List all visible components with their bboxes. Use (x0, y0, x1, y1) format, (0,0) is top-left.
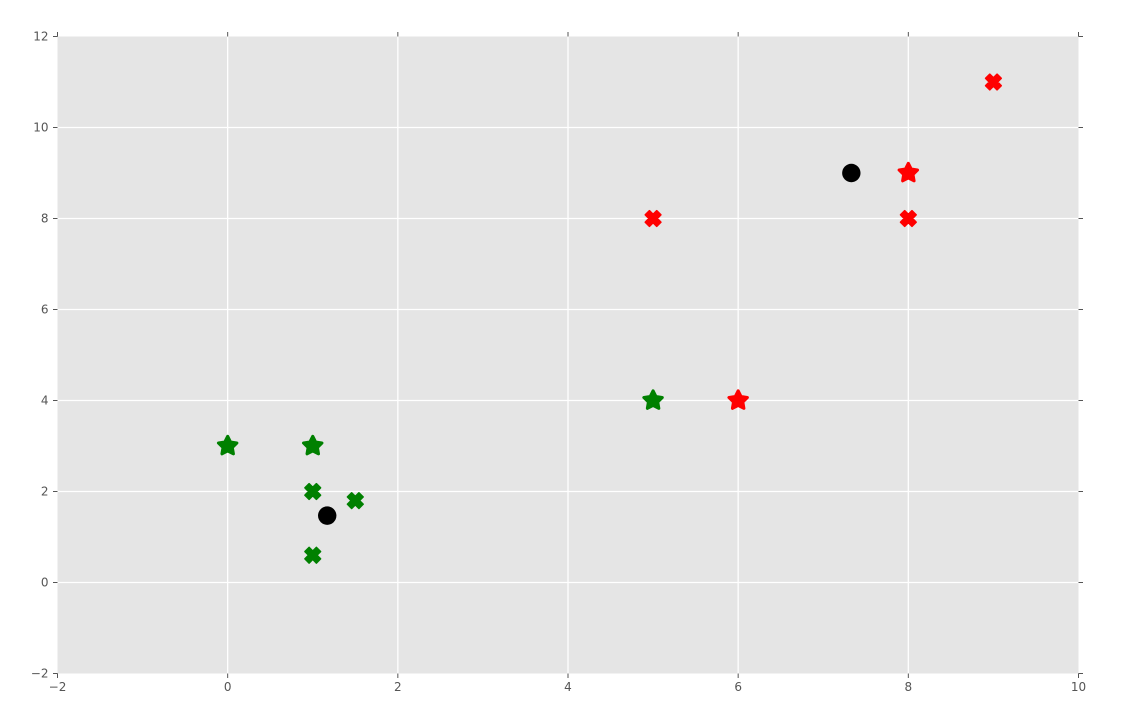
y-tick-label: 4 (41, 394, 49, 408)
y-tick-label: 2 (41, 485, 49, 499)
green-x-points-marker (304, 482, 322, 501)
y-tick-label: −2 (31, 667, 49, 681)
green-star-points-marker (302, 434, 324, 456)
green-star-points-marker (642, 389, 664, 410)
x-tick-label: 0 (224, 680, 232, 694)
y-tick-label: 6 (41, 303, 49, 317)
x-tick-label: 6 (734, 680, 742, 694)
red-star-points-marker (727, 389, 749, 410)
x-tick-label: 8 (905, 680, 913, 694)
green-star-points-marker (216, 434, 239, 456)
x-tick-label: 4 (564, 680, 572, 694)
green-x-points-marker (346, 491, 364, 510)
red-x-points-marker (984, 73, 1003, 91)
red-x-points-marker (644, 209, 662, 228)
x-tick-label: −2 (49, 680, 67, 694)
y-tick-label: 10 (33, 121, 48, 135)
green-x-points-marker (304, 546, 322, 564)
y-tick-label: 8 (41, 212, 49, 226)
y-tick-label: 12 (33, 30, 48, 44)
black-centroid-points-marker (842, 163, 861, 183)
red-x-points-marker (899, 209, 917, 228)
x-tick-label: 10 (1071, 680, 1086, 694)
y-tick-label: 0 (41, 576, 49, 590)
red-star-points-marker (897, 161, 920, 183)
black-centroid-points-marker (318, 506, 337, 525)
x-tick-label: 2 (394, 680, 402, 694)
